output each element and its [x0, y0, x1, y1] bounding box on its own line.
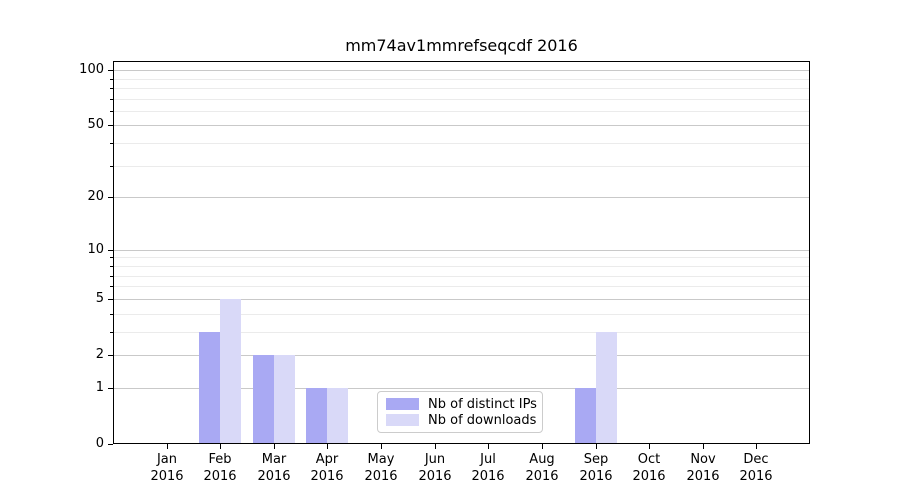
- y-minor-tick: [110, 143, 113, 144]
- y-tick-label: 5: [95, 291, 104, 306]
- x-tick-label: Apr 2016: [310, 452, 344, 484]
- x-tick: [327, 444, 329, 449]
- major-gridline: [114, 70, 809, 71]
- y-minor-tick: [110, 257, 113, 258]
- y-tick-label: 10: [87, 242, 104, 257]
- legend-label-downloads: Nb of downloads: [428, 412, 537, 428]
- x-tick: [542, 444, 544, 449]
- legend-swatch-distinct-ips: [386, 398, 419, 410]
- bar-nb-of-downloads-apr: [327, 387, 348, 444]
- y-tick-label: 20: [87, 189, 104, 204]
- y-minor-tick: [110, 276, 113, 277]
- minor-gridline: [114, 332, 809, 333]
- x-tick-label: May 2016: [364, 452, 398, 484]
- y-tick: [108, 70, 113, 72]
- x-tick-label: Jun 2016: [418, 452, 452, 484]
- x-tick-label: Feb 2016: [203, 452, 237, 484]
- y-tick: [108, 355, 113, 357]
- bar-nb-of-distinct-ips-feb: [199, 331, 220, 444]
- x-tick-label: Oct 2016: [632, 452, 666, 484]
- y-minor-tick: [110, 88, 113, 89]
- y-tick-label: 100: [79, 62, 104, 77]
- minor-gridline: [114, 286, 809, 287]
- x-tick: [649, 444, 651, 449]
- x-tick: [274, 444, 276, 449]
- y-tick: [108, 299, 113, 301]
- x-tick-label: Aug 2016: [525, 452, 559, 484]
- y-minor-tick: [110, 111, 113, 112]
- minor-gridline: [114, 143, 809, 144]
- x-tick-label: Jul 2016: [471, 452, 505, 484]
- major-gridline: [114, 355, 809, 356]
- y-tick-label: 50: [87, 117, 104, 132]
- major-gridline: [114, 299, 809, 300]
- x-tick-label: Dec 2016: [739, 452, 773, 484]
- major-gridline: [114, 388, 809, 389]
- minor-gridline: [114, 276, 809, 277]
- y-minor-tick: [110, 266, 113, 267]
- minor-gridline: [114, 314, 809, 315]
- y-tick: [108, 444, 113, 446]
- bar-nb-of-downloads-mar: [274, 354, 295, 444]
- minor-gridline: [114, 257, 809, 258]
- major-gridline: [114, 125, 809, 126]
- bar-nb-of-downloads-feb: [220, 298, 241, 444]
- minor-gridline: [114, 79, 809, 80]
- x-tick: [167, 444, 169, 449]
- y-minor-tick: [110, 166, 113, 167]
- legend: Nb of distinct IPs Nb of downloads: [377, 391, 543, 433]
- minor-gridline: [114, 266, 809, 267]
- bar-nb-of-distinct-ips-sep: [575, 387, 596, 444]
- y-tick: [108, 125, 113, 127]
- bar-nb-of-downloads-sep: [596, 331, 617, 444]
- chart-title: mm74av1mmrefseqcdf 2016: [345, 36, 578, 55]
- y-minor-tick: [110, 79, 113, 80]
- x-tick: [488, 444, 490, 449]
- legend-entry-downloads: Nb of downloads: [386, 412, 537, 428]
- y-tick: [108, 197, 113, 199]
- legend-entry-distinct-ips: Nb of distinct IPs: [386, 396, 537, 412]
- x-tick: [756, 444, 758, 449]
- y-tick: [108, 250, 113, 252]
- legend-label-distinct-ips: Nb of distinct IPs: [428, 396, 537, 412]
- x-tick-label: Jan 2016: [150, 452, 184, 484]
- y-minor-tick: [110, 314, 113, 315]
- bar-nb-of-distinct-ips-apr: [306, 387, 327, 444]
- y-tick-label: 0: [95, 436, 104, 451]
- x-tick: [435, 444, 437, 449]
- y-tick-label: 1: [95, 380, 104, 395]
- y-minor-tick: [110, 99, 113, 100]
- minor-gridline: [114, 166, 809, 167]
- minor-gridline: [114, 99, 809, 100]
- x-tick-label: Sep 2016: [579, 452, 613, 484]
- legend-swatch-downloads: [386, 414, 419, 426]
- x-tick: [596, 444, 598, 449]
- major-gridline: [114, 250, 809, 251]
- x-tick: [703, 444, 705, 449]
- x-tick: [220, 444, 222, 449]
- minor-gridline: [114, 111, 809, 112]
- y-tick: [108, 388, 113, 390]
- y-tick-label: 2: [95, 347, 104, 362]
- x-tick: [381, 444, 383, 449]
- y-minor-tick: [110, 332, 113, 333]
- bar-nb-of-distinct-ips-mar: [253, 354, 274, 444]
- y-minor-tick: [110, 286, 113, 287]
- x-tick-label: Mar 2016: [257, 452, 291, 484]
- minor-gridline: [114, 88, 809, 89]
- major-gridline: [114, 197, 809, 198]
- x-tick-label: Nov 2016: [686, 452, 720, 484]
